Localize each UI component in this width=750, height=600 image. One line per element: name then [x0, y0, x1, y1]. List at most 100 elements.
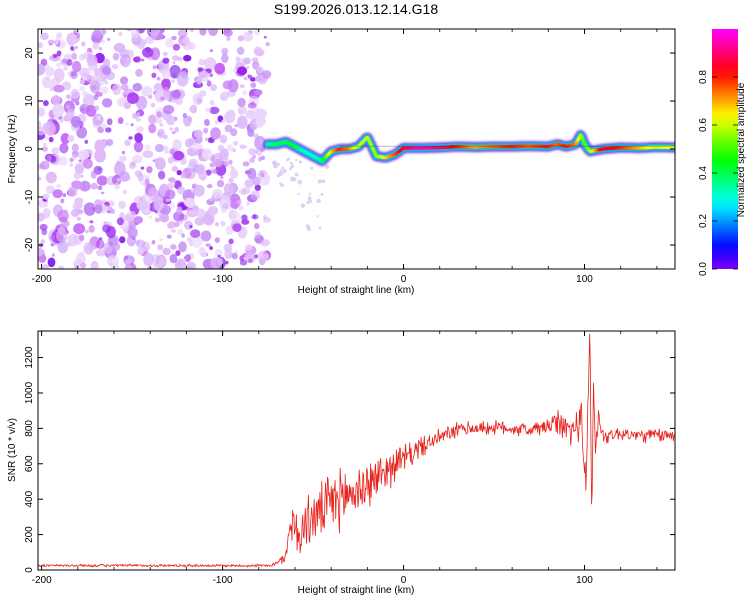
noise-blob: [221, 47, 229, 55]
noise-blob: [38, 126, 48, 136]
noise-blob: [186, 236, 193, 243]
noise-blob: [157, 131, 163, 137]
noise-blob: [220, 176, 224, 179]
noise-blob: [119, 236, 126, 244]
noise-blob: [80, 262, 86, 269]
noise-blob: [214, 62, 225, 75]
noise-blob: [206, 184, 213, 189]
noise-blob: [221, 53, 229, 64]
y-tick-label: -20: [24, 237, 35, 252]
noise-blob: [162, 247, 172, 256]
noise-blob: [117, 117, 124, 125]
noise-blob: [38, 254, 47, 263]
noise-blob: [255, 108, 267, 120]
noise-blob: [62, 193, 67, 198]
noise-blob: [183, 197, 193, 207]
noise-blob: [177, 186, 186, 195]
noise-blob: [278, 170, 284, 176]
noise-blob: [230, 128, 238, 137]
noise-blob: [244, 179, 255, 188]
noise-blob: [163, 134, 168, 140]
noise-blob: [194, 129, 203, 139]
y-tick-label: 0: [24, 567, 35, 573]
noise-blob: [71, 180, 83, 190]
noise-blob: [209, 106, 220, 115]
noise-blob: [80, 174, 84, 178]
colorbar-tick-label: 0.8: [698, 70, 709, 84]
noise-blob: [224, 124, 233, 133]
noise-blob: [237, 66, 248, 76]
noise-blob: [297, 192, 300, 196]
noise-blob: [290, 164, 295, 168]
noise-blob: [224, 158, 230, 166]
noise-blob: [49, 85, 55, 92]
noise-blob: [219, 148, 229, 160]
noise-blob: [306, 201, 309, 205]
noise-blob: [135, 239, 146, 248]
noise-blob: [78, 67, 90, 77]
noise-blob: [90, 170, 97, 179]
noise-blob: [52, 103, 65, 118]
noise-blob: [179, 158, 187, 165]
noise-blob: [204, 119, 210, 126]
noise-blob: [247, 128, 255, 137]
noise-blob: [98, 47, 103, 51]
noise-blob: [143, 252, 154, 267]
noise-blob: [320, 192, 324, 196]
noise-blob: [158, 255, 167, 266]
noise-blob: [205, 169, 212, 176]
noise-blob: [110, 208, 116, 215]
noise-blob: [221, 119, 226, 124]
noise-blob: [38, 176, 42, 181]
noise-blob: [224, 110, 236, 124]
noise-blob: [109, 241, 113, 246]
snr-y-label: SNR (10 * v/v): [7, 418, 18, 482]
noise-blob: [58, 116, 62, 120]
noise-blob: [263, 36, 267, 39]
noise-blob: [132, 82, 143, 92]
x-tick-label: 0: [401, 274, 407, 285]
noise-blob: [176, 71, 189, 87]
noise-blob: [190, 229, 201, 238]
noise-blob: [85, 105, 97, 117]
noise-blob: [241, 214, 248, 221]
noise-blob: [237, 35, 245, 42]
noise-blob: [62, 58, 68, 64]
noise-blob: [94, 105, 100, 111]
noise-blob: [239, 84, 245, 89]
noise-blob: [254, 254, 258, 259]
noise-blob: [125, 264, 133, 269]
noise-blob: [52, 53, 58, 59]
noise-blob: [148, 215, 152, 220]
noise-blob: [208, 29, 218, 36]
noise-blob: [163, 104, 175, 115]
noise-blob: [214, 237, 220, 243]
noise-blob: [120, 83, 129, 91]
noise-blob: [229, 168, 239, 179]
snr-frame: [37, 330, 676, 571]
noise-blob: [140, 58, 145, 62]
noise-blob: [308, 192, 312, 195]
noise-blob: [227, 144, 233, 152]
noise-blob: [98, 237, 103, 241]
noise-blob: [232, 148, 236, 153]
noise-blob: [67, 234, 79, 247]
noise-blob: [321, 179, 326, 184]
y-tick-label: 800: [24, 420, 35, 437]
noise-blob: [114, 161, 126, 177]
noise-blob: [122, 189, 127, 195]
noise-blob: [168, 220, 175, 229]
noise-blob: [169, 253, 178, 264]
noise-blob: [51, 253, 55, 257]
noise-blob: [101, 98, 113, 108]
noise-blob: [159, 123, 164, 127]
y-tick-label: 200: [24, 526, 35, 543]
noise-blob: [211, 169, 218, 174]
x-tick-label: -200: [32, 274, 52, 285]
noise-blob: [94, 204, 103, 214]
noise-blob: [103, 58, 111, 68]
noise-blob: [223, 243, 233, 253]
noise-blob: [169, 127, 173, 131]
noise-blob: [96, 239, 105, 249]
